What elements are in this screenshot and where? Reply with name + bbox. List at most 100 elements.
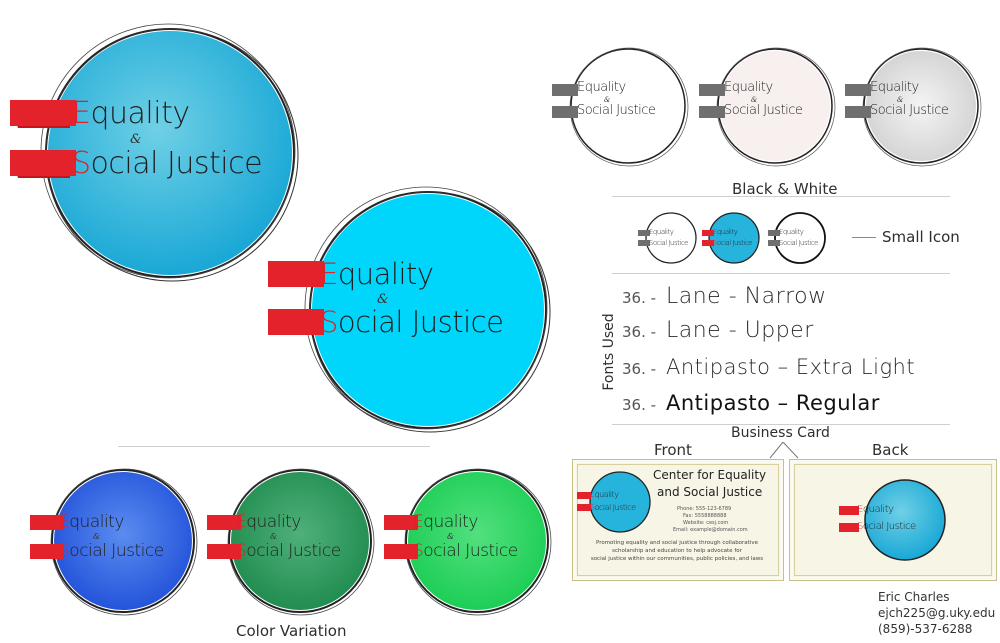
logo-word-equality: quality — [652, 228, 674, 236]
logo-ampersand: & — [130, 132, 142, 147]
logo-circle-graphic — [268, 186, 551, 433]
logo-word-equality: quality — [423, 512, 478, 532]
divider-small-icon — [612, 273, 950, 274]
small-icon-leader-line — [852, 237, 876, 238]
font-name-lane-upper: Lane - Upper — [666, 318, 814, 343]
logo-word-equality: quality — [69, 512, 124, 532]
divider-black-white — [612, 196, 950, 197]
divider-color-variation — [118, 446, 430, 447]
logo-letter-s: S — [320, 305, 338, 339]
font-size-label: 36. - — [622, 289, 657, 307]
small-icon-outline: Equality Social Justice — [766, 210, 828, 266]
author-phone: (859)-537-6288 — [878, 622, 973, 636]
logo-letter-s: S — [59, 541, 70, 561]
card-back-border — [794, 464, 992, 576]
card-fax: Fax: 5558888888 — [683, 513, 727, 519]
logo-word-social-justice: ocial Justice — [782, 239, 819, 247]
logo-word-social-justice: ocial Justice — [862, 521, 916, 532]
logo-bw-white: Equality & Social Justice — [550, 40, 690, 170]
logo-letter-e: E — [870, 80, 878, 95]
logo-word-equality: quality — [877, 80, 919, 95]
logo-circle-graphic — [768, 212, 826, 264]
logo-word-equality: quality — [731, 80, 773, 95]
card-mission-line2: scholarship and education to help advoca… — [612, 548, 742, 554]
card-phone: Phone: 555-123-6789 — [677, 506, 732, 512]
font-row-antipasto-extra-light: 36. - Antipasto – Extra Light — [622, 355, 915, 379]
logo-letter-e: E — [649, 228, 653, 236]
black-white-label: Black & White — [732, 180, 838, 198]
logo-letter-s: S — [236, 541, 247, 561]
logo-circle-graphic — [207, 468, 375, 616]
logo-word-equality: quality — [716, 228, 738, 236]
font-name-antipasto-extra-light: Antipasto – Extra Light — [666, 355, 916, 379]
author-email[interactable]: ejch225@g.uky.edu — [878, 606, 996, 620]
small-icon-label: Small Icon — [882, 228, 960, 246]
small-icon-white: Equality Social Justice — [636, 210, 698, 266]
logo-ampersand: & — [377, 292, 389, 307]
logo-letter-e: E — [320, 257, 338, 291]
business-card-back: Equality Social Justice — [789, 459, 997, 581]
logo-word-social-justice: ocial Justice — [594, 503, 636, 512]
logo-ampersand: & — [604, 96, 611, 104]
logo-variation-blue: Equality & Social Justice — [28, 462, 198, 622]
logo-letter-e: E — [72, 96, 91, 131]
font-name-antipasto-regular: Antipasto – Regular — [666, 391, 880, 415]
business-card-connectors — [769, 442, 799, 459]
logo-circle-graphic — [384, 468, 552, 616]
logo-word-social-justice: ocial Justice — [246, 541, 341, 561]
card-website: Website: cesj.com — [683, 520, 729, 526]
card-email: Email: example@domain.com — [673, 527, 748, 533]
logo-bw-pink: Equality & Social Justice — [697, 40, 837, 170]
font-row-antipasto-regular: 36. - Antipasto – Regular — [622, 391, 880, 415]
logo-word-social-justice: ocial Justice — [731, 103, 803, 118]
logo-ampersand: & — [93, 532, 101, 541]
logo-letter-e: E — [236, 512, 247, 532]
logo-word-equality: quality — [594, 490, 619, 499]
author-name: Eric Charles — [878, 590, 950, 604]
logo-circle-graphic — [638, 212, 697, 264]
logo-circle-graphic — [30, 468, 198, 616]
logo-letter-s: S — [857, 521, 863, 532]
logo-large-light: Equality & Social Justice — [265, 185, 565, 455]
card-back-label: Back — [872, 441, 909, 459]
logo-word-equality: quality — [90, 96, 190, 131]
logo-ampersand: & — [751, 96, 758, 104]
logo-letter-s: S — [413, 541, 424, 561]
logo-word-equality: quality — [862, 504, 894, 515]
logo-word-equality: quality — [246, 512, 301, 532]
logo-circle-graphic — [839, 479, 946, 561]
logo-letter-e: E — [59, 512, 70, 532]
card-org-name-line1: Center for Equality — [653, 468, 767, 482]
logo-ampersand: & — [897, 96, 904, 104]
logo-word-equality: quality — [584, 80, 626, 95]
logo-word-social-justice: ocial Justice — [423, 541, 518, 561]
card-front-border — [577, 464, 779, 576]
card-front-label: Front — [654, 441, 692, 459]
logo-letter-e: E — [857, 504, 863, 515]
logo-circle-graphic — [577, 471, 651, 533]
logo-letter-s: S — [870, 103, 878, 118]
logo-letter-e: E — [577, 80, 585, 95]
logo-letter-s: S — [577, 103, 585, 118]
logo-circle-graphic — [845, 47, 982, 167]
font-size-label: 36. - — [622, 396, 657, 414]
card-front-logo: Equality Social Justice — [575, 466, 655, 538]
business-card-label: Business Card — [731, 425, 830, 441]
card-mission-line3: social justice within our communities, p… — [590, 556, 764, 562]
logo-word-equality: quality — [337, 257, 434, 291]
card-org-name-line2: and Social Justice — [657, 485, 763, 499]
small-icon-color: Equality Social Justice — [700, 210, 762, 266]
logo-circle-graphic — [552, 47, 689, 167]
divider-fonts — [612, 424, 950, 425]
logo-letter-e: E — [590, 490, 595, 499]
logo-letter-s: S — [590, 503, 595, 512]
logo-letter-e: E — [413, 512, 424, 532]
logo-ampersand: & — [270, 532, 278, 541]
font-row-lane-narrow: 36. - Lane - Narrow — [622, 284, 827, 309]
logo-word-social-justice: ocial Justice — [716, 239, 753, 247]
logo-word-equality: quality — [782, 228, 804, 236]
logo-word-social-justice: ocial Justice — [90, 146, 263, 181]
card-mission-line1: Promoting equality and social justice th… — [595, 540, 759, 546]
logo-letter-e: E — [713, 228, 717, 236]
logo-letter-s: S — [713, 239, 717, 247]
